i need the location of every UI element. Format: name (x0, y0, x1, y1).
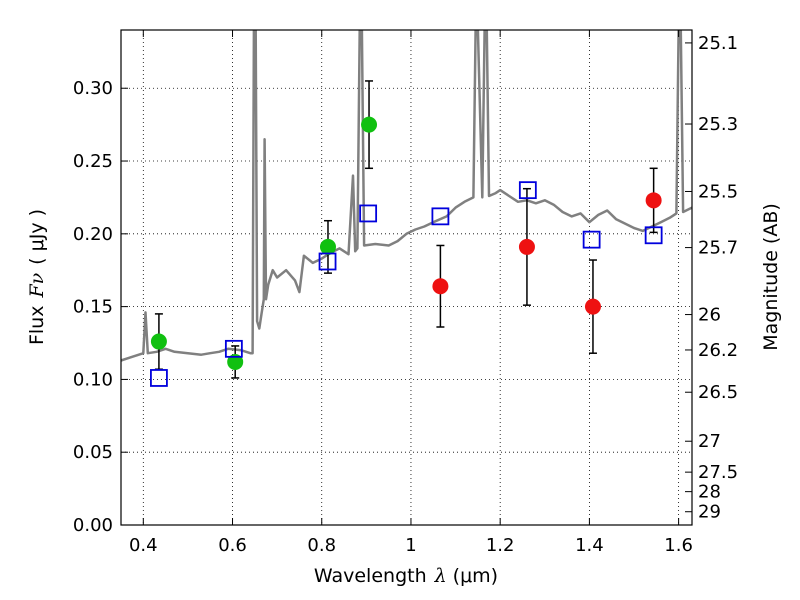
y-axis: 0.00 0.05 0.10 0.15 0.20 0.25 0.30 (73, 78, 128, 536)
model-square-2 (318, 252, 337, 271)
x-tick-label-4: 1.2 (486, 535, 515, 556)
y-axis-label: Flux Fν ( μJy ) (26, 209, 48, 345)
mag-tick-label-4: 26 (698, 305, 721, 326)
x-tick-label-0: 0.4 (129, 535, 158, 556)
observed-red-point-0 (432, 278, 449, 295)
observed-green-point-0 (150, 333, 167, 350)
model-square-3 (359, 204, 378, 223)
model-square-0 (150, 369, 168, 387)
observed-red-point-2 (584, 298, 601, 315)
y-tick-label-2: 0.10 (73, 369, 113, 390)
x-tick-label-6: 1.6 (664, 535, 693, 556)
y-tick-label-1: 0.05 (73, 442, 113, 463)
x-axis: 0.4 0.6 0.8 1 1.2 1.4 1.6 (129, 30, 693, 556)
mag-tick-label-8: 27.5 (698, 462, 738, 483)
y-tick-label-5: 0.25 (73, 151, 113, 172)
model-square-5 (518, 181, 537, 200)
y-axis-label-unit: ( μJy ) (26, 209, 48, 265)
x-tick-label-5: 1.4 (575, 535, 604, 556)
model-spectrum-line (121, 30, 692, 362)
mag-tick-label-6: 26.5 (698, 382, 738, 403)
x-tick-label-2: 0.8 (307, 535, 336, 556)
model-square-6 (582, 230, 601, 249)
plot-frame (120, 29, 693, 526)
mag-tick-label-7: 27 (698, 431, 721, 452)
markers (150, 116, 663, 387)
x-tick-label-1: 0.6 (218, 535, 247, 556)
model-square-7 (644, 226, 663, 245)
x-axis-label-unit: (μm) (453, 565, 498, 587)
y-axis-label-symbol: Fν (26, 272, 48, 298)
x-axis-label-text: Wavelength (314, 565, 427, 587)
mag-tick-label-10: 29 (698, 502, 721, 523)
x-tick-label-3: 1 (405, 535, 416, 556)
x-axis-label-symbol: λ (434, 565, 447, 587)
plot-background (121, 30, 692, 525)
mag-tick-label-9: 28 (698, 482, 721, 503)
observed-green-point-3 (361, 116, 378, 133)
mag-tick-label-1: 25.3 (698, 114, 738, 135)
plot-content (121, 30, 692, 362)
mag-tick-label-2: 25.5 (698, 181, 738, 202)
y-tick-label-6: 0.30 (73, 78, 113, 99)
mag-tick-label-3: 25.7 (698, 238, 738, 259)
y-axis-label-text: Flux (26, 306, 48, 346)
mag-tick-label-0: 25.1 (698, 33, 738, 54)
magnitude-axis-label: Magnitude (AB) (760, 203, 782, 351)
model-square-1 (224, 339, 243, 358)
y-tick-label-4: 0.20 (73, 224, 113, 245)
observed-green-point-1 (227, 353, 244, 370)
model-square-4 (431, 207, 450, 226)
observed-red-point-1 (518, 238, 535, 255)
y-tick-label-0: 0.00 (73, 515, 113, 536)
y-tick-label-3: 0.15 (73, 297, 113, 318)
grid (121, 30, 692, 526)
observed-green-point-2 (319, 238, 336, 255)
mag-tick-label-5: 26.2 (698, 340, 738, 361)
observed-red-point-3 (645, 192, 662, 209)
x-axis-label: Wavelength λ (μm) (314, 565, 498, 587)
